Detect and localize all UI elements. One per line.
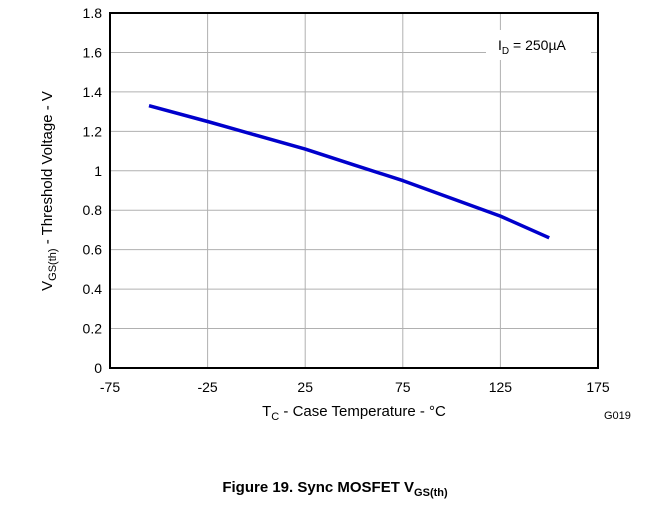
x-tick-label: 125 [489, 379, 513, 395]
y-tick-label: 1.4 [83, 84, 103, 100]
x-tick-label: -25 [197, 379, 217, 395]
y-axis-title: VGS(th) - Threshold Voltage - V [39, 91, 59, 291]
y-tick-label: 0.4 [83, 281, 103, 297]
figure-code: G019 [604, 410, 631, 422]
y-tick-label: 0.6 [83, 242, 103, 258]
y-tick-label: 0.8 [83, 202, 103, 218]
y-tick-label: 0 [94, 360, 102, 376]
y-tick-label: 0.2 [83, 321, 103, 337]
y-tick-label: 1 [94, 163, 102, 179]
x-axis-ticks: -75 -25 25 75 125 175 [100, 379, 610, 395]
x-axis-title: TC - Case Temperature - °C [262, 403, 446, 423]
annotation-box [486, 30, 591, 60]
series-line [148, 104, 550, 240]
x-tick-label: -75 [100, 379, 120, 395]
figure-caption: Figure 19. Sync MOSFET VGS(th) [222, 479, 448, 499]
chart-grid [110, 13, 598, 368]
x-tick-label: 25 [297, 379, 313, 395]
x-tick-label: 175 [586, 379, 610, 395]
x-tick-label: 75 [395, 379, 411, 395]
chart-series [148, 104, 550, 240]
annotation-text: ID = 250µA [498, 37, 567, 57]
y-tick-label: 1.6 [83, 44, 103, 60]
plot-frame [109, 12, 599, 369]
y-tick-label: 1.2 [83, 123, 103, 139]
y-tick-label: 1.8 [83, 5, 103, 21]
y-axis-ticks: 0 0.2 0.4 0.6 0.8 1 1.2 1.4 1.6 1.8 [83, 5, 103, 376]
